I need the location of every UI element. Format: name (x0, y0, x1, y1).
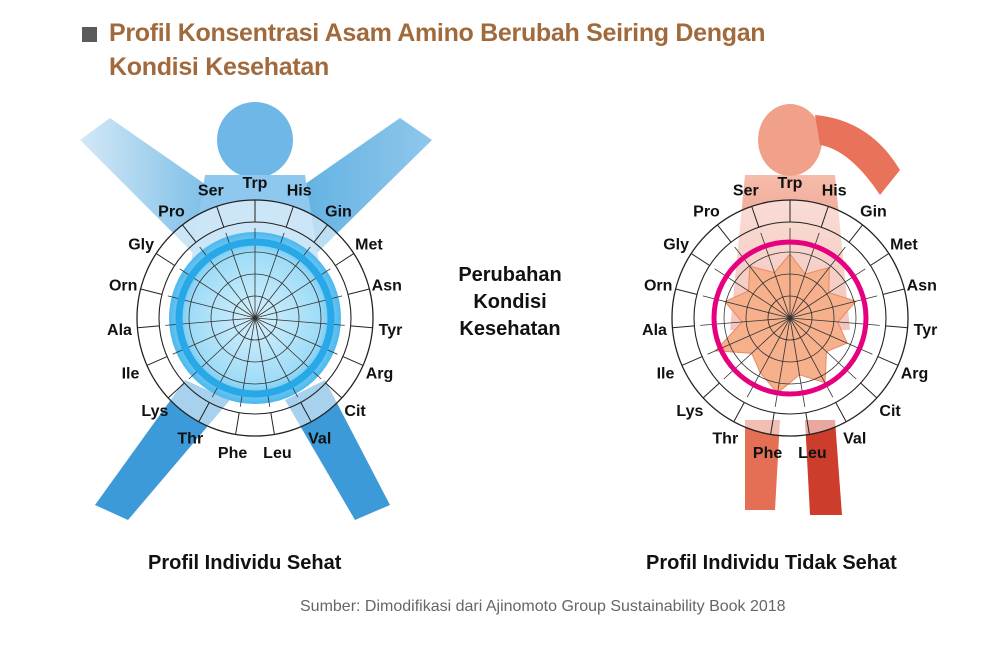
healthy-ring-divider (198, 402, 210, 423)
healthy-label-gly: Gly (128, 237, 154, 254)
center-label-line-1: Perubahan (458, 264, 562, 286)
unhealthy-ring-divider (717, 224, 732, 243)
unhealthy-ring-divider (870, 253, 890, 266)
healthy-ring-divider (342, 356, 364, 366)
healthy-label-trp: Trp (243, 175, 268, 192)
healthy-caption: Profil Individu Sehat (148, 552, 342, 574)
unhealthy-label-thr: Thr (712, 431, 738, 448)
healthy-ring-divider (347, 288, 370, 295)
healthy-ring-divider (313, 224, 328, 243)
unhealthy-ring-divider (882, 288, 905, 295)
unhealthy-label-tyr: Tyr (914, 322, 938, 339)
healthy-ring-divider (216, 206, 225, 228)
unhealthy-label-pro: Pro (693, 204, 720, 221)
unhealthy-label-arg: Arg (901, 366, 929, 383)
unhealthy-label-orn: Orn (644, 278, 672, 295)
unhealthy-ring-divider (672, 325, 695, 329)
unhealthy-ring-divider (860, 382, 878, 399)
healthy-label-gin: Gin (325, 204, 352, 221)
healthy-ring-divider (300, 402, 312, 423)
healthy-ring-divider (182, 224, 197, 243)
unhealthy-ring-divider (675, 288, 698, 295)
healthy-label-lys: Lys (141, 403, 168, 420)
healthy-label-ala: Ala (107, 322, 132, 339)
unhealthy-ring-divider (820, 206, 829, 228)
healthy-ring-divider (140, 288, 163, 295)
unhealthy-label-gin: Gin (860, 204, 887, 221)
center-label-line-3: Kesehatan (459, 318, 561, 340)
healthy-ring-divider (167, 382, 185, 399)
unhealthy-label-ser: Ser (733, 182, 759, 199)
healthy-label-leu: Leu (263, 445, 291, 462)
healthy-ring-divider (350, 325, 373, 329)
figure-title: Profil Konsentrasi Asam Amino Berubah Se… (109, 19, 766, 81)
healthy-ring-divider (325, 382, 343, 399)
unhealthy-ring-divider (848, 224, 863, 243)
healthy-ring-divider (335, 253, 355, 266)
healthy-label-cit: Cit (344, 403, 366, 420)
unhealthy-ring-divider (751, 206, 760, 228)
healthy-label-pro: Pro (158, 204, 185, 221)
unhealthy-ring-divider (885, 325, 908, 329)
healthy-label-val: Val (308, 431, 331, 448)
healthy-ring-divider (270, 412, 275, 435)
unhealthy-ring-divider (733, 402, 745, 423)
source-note: Sumber: Dimodifikasi dari Ajinomoto Grou… (300, 598, 786, 615)
healthy-ring-divider (146, 356, 168, 366)
unhealthy-label-phe: Phe (753, 445, 782, 462)
title-bullet-square (82, 27, 97, 42)
unhealthy-label-val: Val (843, 431, 866, 448)
healthy-label-tyr: Tyr (379, 322, 403, 339)
healthy-ring-divider (235, 412, 240, 435)
unhealthy-label-leu: Leu (798, 445, 826, 462)
healthy-label-phe: Phe (218, 445, 247, 462)
center-label-line-2: Kondisi (473, 291, 547, 313)
healthy-ring-divider (285, 206, 294, 228)
unhealthy-ring-divider (805, 412, 810, 435)
healthy-ring-divider (155, 253, 175, 266)
healthy-label-ser: Ser (198, 182, 224, 199)
unhealthy-label-his: His (822, 182, 847, 199)
unhealthy-label-cit: Cit (879, 403, 901, 420)
unhealthy-label-gly: Gly (663, 237, 689, 254)
healthy-label-met: Met (355, 237, 383, 254)
unhealthy-ring-divider (770, 412, 775, 435)
healthy-label-asn: Asn (372, 278, 402, 295)
healthy-label-ile: Ile (122, 366, 140, 383)
unhealthy-label-met: Met (890, 237, 918, 254)
healthy-label-his: His (287, 182, 312, 199)
unhealthy-ring-divider (702, 382, 720, 399)
healthy-ring-divider (137, 325, 160, 329)
unhealthy-label-ile: Ile (657, 366, 675, 383)
unhealthy-ring-divider (877, 356, 899, 366)
unhealthy-label-lys: Lys (676, 403, 703, 420)
healthy-label-thr: Thr (177, 431, 203, 448)
unhealthy-label-ala: Ala (642, 322, 667, 339)
unhealthy-caption: Profil Individu Tidak Sehat (646, 552, 897, 574)
unhealthy-reference-profile-ring (711, 239, 869, 397)
unhealthy-ring-divider (835, 402, 847, 423)
unhealthy-ring-divider (681, 356, 703, 366)
healthy-reference-profile-ring (175, 238, 335, 398)
healthy-label-orn: Orn (109, 278, 137, 295)
unhealthy-ring-divider (690, 253, 710, 266)
unhealthy-label-asn: Asn (907, 278, 937, 295)
unhealthy-label-trp: Trp (778, 175, 803, 192)
center-transition-label: Perubahan Kondisi Kesehatan (440, 262, 580, 343)
healthy-label-arg: Arg (366, 366, 394, 383)
